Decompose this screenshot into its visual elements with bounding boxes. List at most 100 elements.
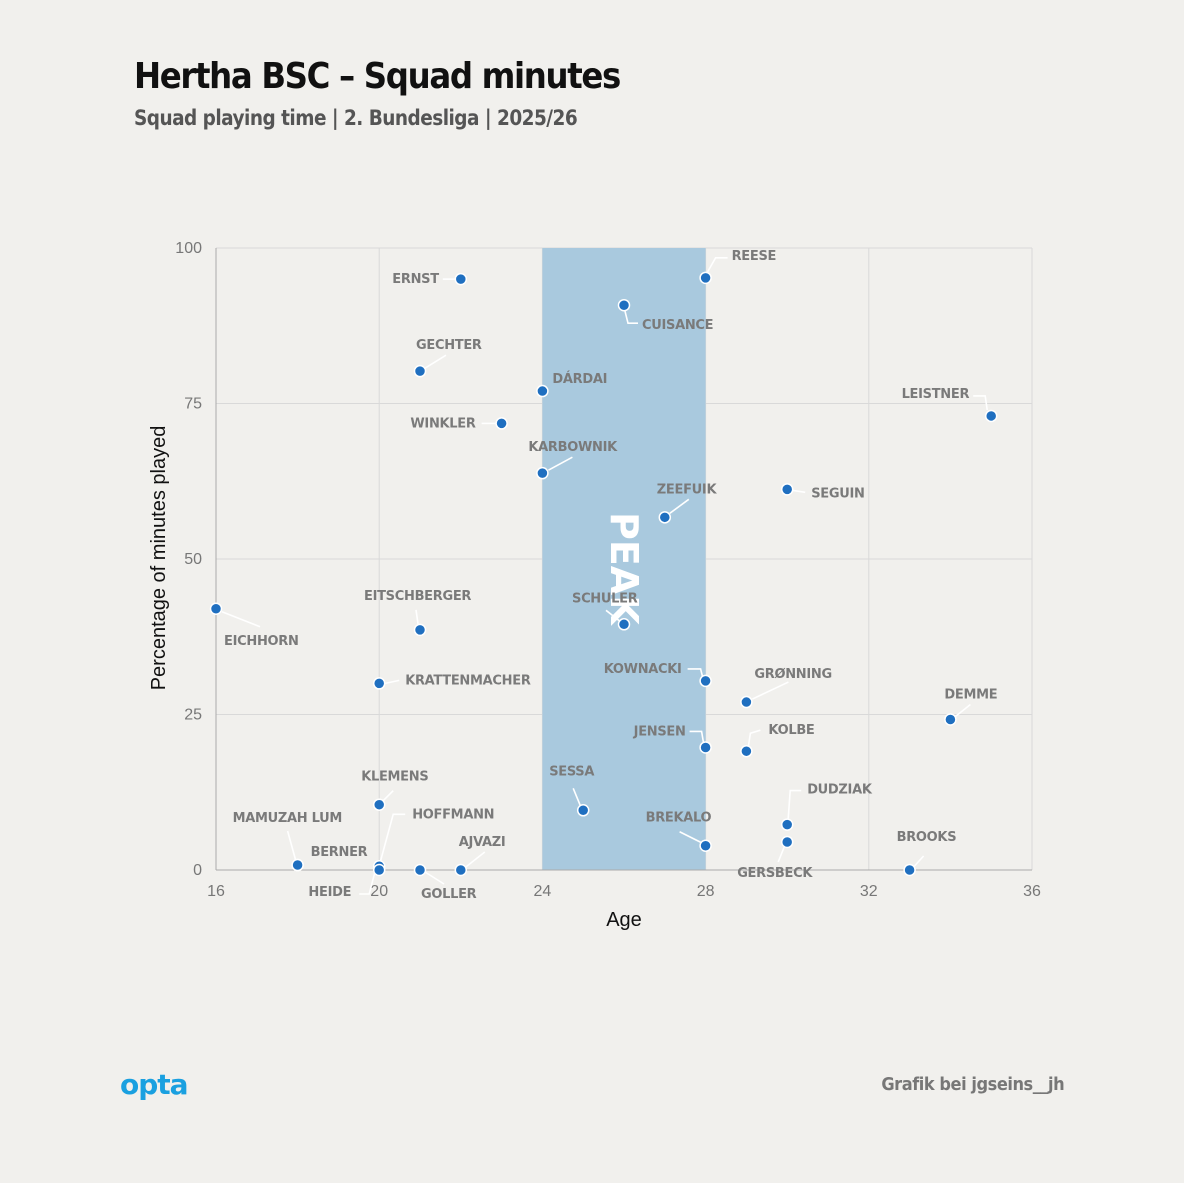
leader-line-klemens <box>382 790 394 802</box>
x-tick-label: 32 <box>860 883 878 900</box>
y-tick-label: 75 <box>184 396 202 413</box>
x-tick-label: 20 <box>370 883 388 900</box>
point-marker <box>536 466 549 480</box>
x-tick-label: 24 <box>534 883 552 900</box>
point-label-kownacki: KOWNACKI <box>604 662 682 677</box>
credit-text: Grafik bei jgseins__jh <box>881 1074 1064 1095</box>
point-leistner <box>984 409 998 423</box>
point-label-goller: GOLLER <box>421 887 477 902</box>
leader-line-kolbe <box>747 729 761 747</box>
point-label-dudziak: DUDZIAK <box>807 783 873 798</box>
point-marker <box>617 298 631 312</box>
point-berner <box>291 858 304 872</box>
point-label-jensen: JENSEN <box>633 724 686 739</box>
y-tick-label: 50 <box>184 551 202 568</box>
point-gr-nning <box>740 695 753 709</box>
leader-line-eichhorn <box>221 611 261 628</box>
point-label-krattenmacher: KRATTENMACHER <box>405 673 531 688</box>
y-tick-label: 100 <box>175 240 202 257</box>
point-klemens <box>372 798 386 811</box>
point-jensen <box>699 741 712 754</box>
point-marker <box>372 677 386 690</box>
point-gersbeck <box>780 835 794 849</box>
point-label-brooks: BROOKS <box>897 830 957 845</box>
point-goller <box>413 863 427 877</box>
point-schuler <box>617 618 631 631</box>
point-seguin <box>780 483 794 496</box>
point-marker <box>658 511 672 524</box>
leader-line-ajvazi <box>465 851 486 868</box>
point-marker <box>413 623 427 637</box>
point-kolbe <box>740 744 753 758</box>
point-label-ernst: ERNST <box>392 272 439 287</box>
leader-line-leistner <box>973 395 988 411</box>
point-marker <box>209 602 223 616</box>
y-tick-label: 0 <box>193 862 202 879</box>
point-label-klemens: KLEMENS <box>361 770 428 785</box>
leader-line-jensen <box>689 730 705 744</box>
leader-line-karbownik <box>548 456 573 471</box>
point-marker <box>944 713 957 726</box>
x-axis-title: Age <box>606 909 642 931</box>
point-marker <box>780 818 794 831</box>
point-d-rdai <box>536 384 549 398</box>
point-label-winkler: WINKLER <box>410 416 475 431</box>
point-marker <box>372 863 386 877</box>
point-marker <box>413 863 427 877</box>
point-label-cuisance: CUISANCE <box>642 318 713 333</box>
point-labels: ERNST REESE CUISANCE GECHTER DÁRDAI LEISTNER W… <box>224 249 998 902</box>
leader-line-brooks <box>913 855 925 868</box>
point-label-heide: HEIDE <box>308 885 351 900</box>
point-gechter <box>413 364 427 378</box>
leader-line-goller <box>424 871 445 885</box>
point-eichhorn <box>209 602 223 616</box>
point-marker <box>617 618 631 631</box>
leader-line-heide <box>359 870 376 895</box>
point-kownacki <box>699 674 712 688</box>
leader-line-kownacki <box>687 668 704 678</box>
leader-line-brekalo <box>679 831 702 844</box>
leader-line-reese <box>706 257 728 273</box>
point-reese <box>699 271 712 285</box>
y-tick-label: 25 <box>184 707 202 724</box>
point-demme <box>944 713 957 726</box>
point-ernst <box>454 272 468 286</box>
point-brooks <box>903 863 916 877</box>
point-marker <box>699 839 712 852</box>
point-label-reese: REESE <box>732 249 777 264</box>
chart-subtitle: Squad playing time | 2. Bundesliga | 202… <box>134 106 578 130</box>
leader-line-demme <box>954 703 971 718</box>
point-marker <box>699 674 712 688</box>
point-zeefuik <box>658 511 672 524</box>
point-marker <box>780 835 794 849</box>
leader-line-sessa <box>572 787 581 806</box>
point-marker <box>780 483 794 496</box>
y-axis-title: Percentage of minutes played <box>148 426 170 691</box>
point-krattenmacher <box>372 677 386 690</box>
point-marker <box>576 804 590 817</box>
point-eitschberger <box>413 623 427 637</box>
point-winkler <box>495 417 508 430</box>
point-ajvazi <box>454 863 468 877</box>
point-marker <box>699 271 712 285</box>
x-tick-label: 28 <box>697 883 715 900</box>
point-label-mamuzah-lum: MAMUZAH LUM <box>233 811 342 826</box>
leader-line-zeefuik <box>669 498 690 514</box>
point-brekalo <box>699 839 712 852</box>
chart-title: Hertha BSC – Squad minutes <box>134 56 621 97</box>
peak-band: PEAK <box>542 248 706 870</box>
point-marker <box>454 863 468 877</box>
leader-line-hoffmann <box>379 813 406 863</box>
leader-line-krattenmacher <box>385 679 400 685</box>
point-label-gechter: GECHTER <box>416 338 482 353</box>
x-tick-label: 16 <box>207 883 225 900</box>
point-label-karbownik: KARBOWNIK <box>528 440 618 455</box>
leader-line-cuisance <box>624 311 638 325</box>
point-label-leistner: LEISTNER <box>902 387 970 402</box>
leader-line-gersbeck <box>777 846 785 863</box>
point-marker <box>495 417 508 430</box>
leader-line-seguin <box>792 489 806 494</box>
leader-line-mamuzah-lum <box>286 830 297 861</box>
scatter-chart: PEAK 16 20 24 28 32 36 0 25 50 75 100 ERNST REESE CU… <box>148 240 1041 931</box>
point-marker <box>536 384 549 398</box>
